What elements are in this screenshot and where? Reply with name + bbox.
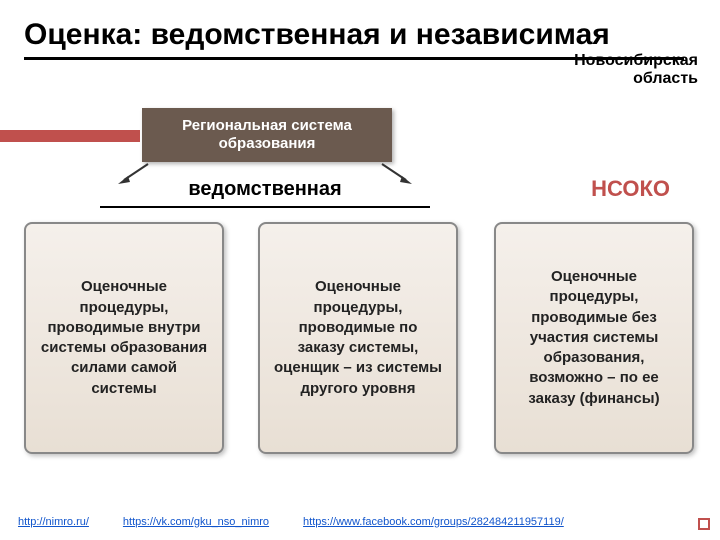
arrow-right-icon — [378, 162, 412, 186]
footer-link-1[interactable]: http://nimro.ru/ — [18, 516, 89, 528]
footer-link-2[interactable]: https://vk.com/gku_nso_nimro — [123, 516, 269, 528]
card-2-text: Оценочные процедуры, проводимые по заказ… — [274, 277, 442, 399]
vedom-label: ведомственная — [150, 178, 380, 201]
card-1: Оценочные процедуры, проводимые внутри с… — [24, 222, 224, 454]
page-title: Оценка: ведомственная и независимая — [24, 18, 696, 53]
arrow-left-icon — [118, 162, 152, 186]
vedom-underline — [100, 206, 430, 208]
regional-system-label: Региональная система образования — [142, 117, 392, 153]
footer-link-3[interactable]: https://www.facebook.com/groups/28248421… — [303, 516, 564, 528]
card-3-text: Оценочные процедуры, проводимые без учас… — [510, 267, 678, 409]
card-1-text: Оценочные процедуры, проводимые внутри с… — [40, 277, 208, 399]
subtitle-region: Новосибирская область — [574, 52, 698, 87]
title-area: Оценка: ведомственная и независимая Ново… — [0, 0, 720, 70]
nsoko-label: НСОКО — [591, 176, 670, 202]
footer-links: http://nimro.ru/ https://vk.com/gku_nso_… — [0, 516, 720, 528]
slide-marker-icon — [698, 518, 710, 530]
card-2: Оценочные процедуры, проводимые по заказ… — [258, 222, 458, 454]
regional-system-box: Региональная система образования — [142, 108, 392, 162]
accent-bar — [0, 130, 140, 142]
card-3: Оценочные процедуры, проводимые без учас… — [494, 222, 694, 454]
